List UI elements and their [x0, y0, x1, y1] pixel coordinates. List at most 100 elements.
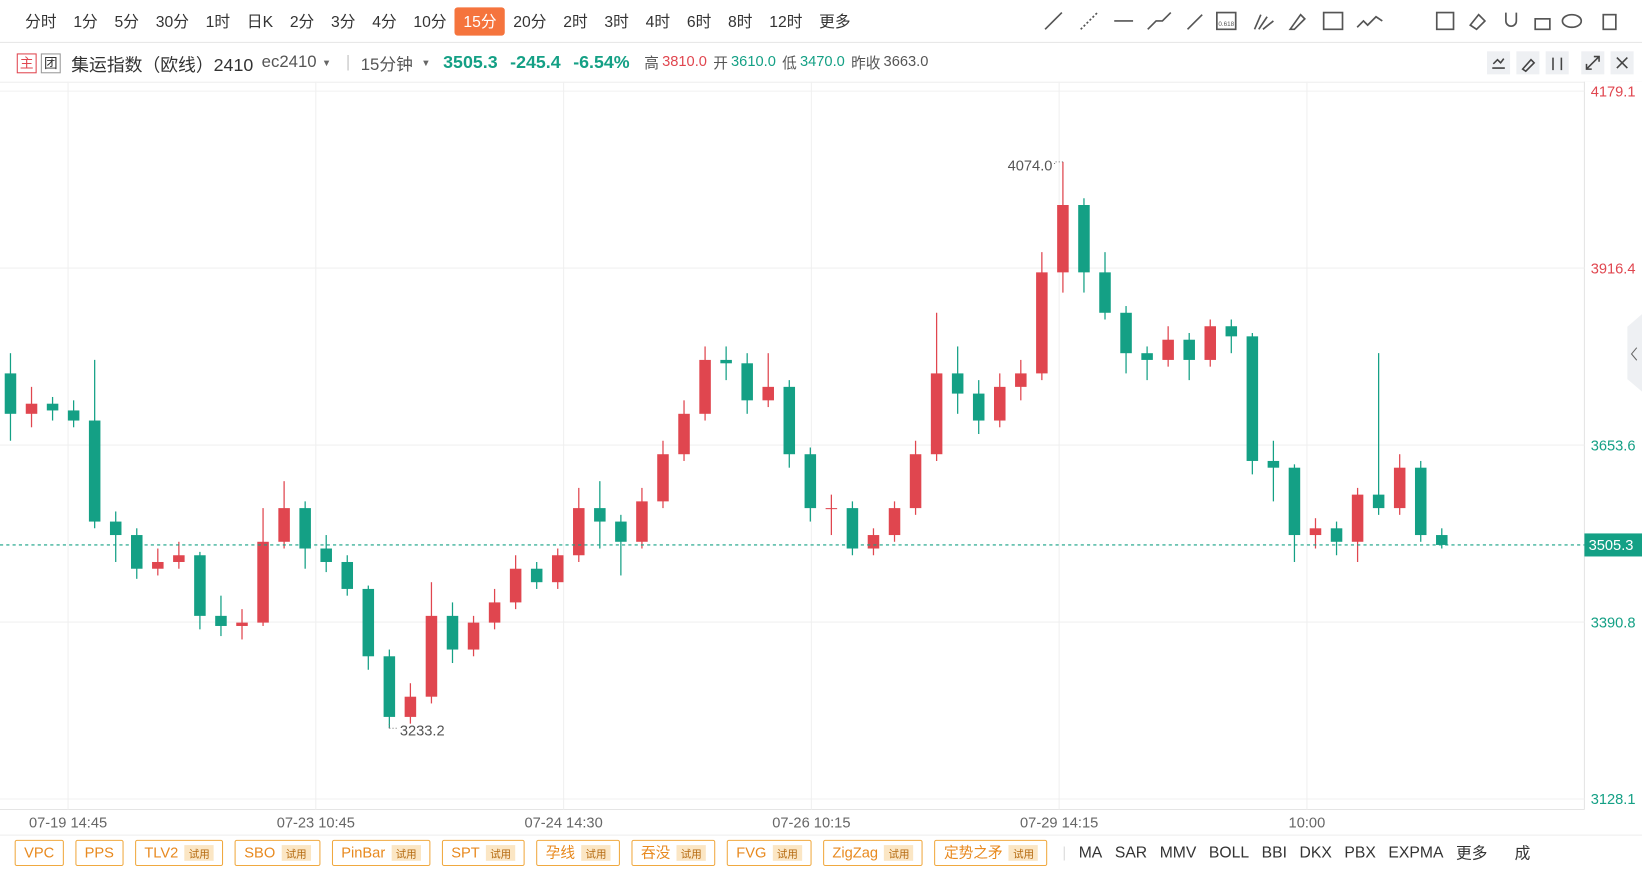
candle-body [1351, 494, 1364, 542]
interval-button[interactable]: 10分 [413, 13, 447, 31]
interval-button[interactable]: 3时 [604, 13, 629, 31]
y-tick-label: 3390.8 [1591, 615, 1636, 631]
interval-button[interactable]: 20分 [513, 13, 547, 31]
candle-body [257, 541, 269, 623]
interval-button[interactable]: 12时 [769, 13, 803, 31]
candle-body [951, 373, 964, 394]
stat-label: 开 [713, 54, 728, 72]
interval-button[interactable]: 4分 [372, 13, 397, 31]
x-tick-label: 07-29 14:15 [1020, 815, 1098, 831]
cut-text[interactable]: 成 [1514, 844, 1531, 863]
indicator-option[interactable]: MA [1078, 843, 1103, 862]
group-badge[interactable]: 团 [40, 52, 61, 73]
candle-body [804, 454, 817, 509]
interval-button[interactable]: 3分 [331, 13, 356, 31]
interval-button[interactable]: 6时 [686, 13, 712, 31]
candle-body [1372, 494, 1385, 509]
chart: 4179.1 3916.4 3653.6 3390.8 3128.1 07-19 14:4… [0, 81, 1642, 836]
indicator-button[interactable]: SBO 试用 [234, 839, 321, 866]
candle-body [215, 615, 227, 626]
candle-body [46, 403, 59, 411]
indicator-option[interactable]: EXPMA [1388, 843, 1444, 862]
indicator-option[interactable]: MMV [1159, 843, 1197, 862]
indicator-option[interactable]: DKX [1299, 843, 1332, 862]
candle-body [762, 386, 774, 401]
indicator-button[interactable]: ZigZag 试用 [822, 839, 924, 866]
interval-button[interactable]: 15分 [454, 6, 505, 36]
fib-icon-label: 0.618 [1218, 21, 1234, 28]
interval-button[interactable]: 30分 [155, 13, 189, 31]
period[interactable]: 15分钟 [360, 56, 413, 75]
candle-body [488, 602, 501, 623]
interval-button[interactable]: 5分 [114, 13, 139, 31]
interval-button[interactable]: 1分 [73, 13, 98, 31]
indicator-option[interactable]: PBX [1344, 843, 1376, 862]
candle-body [509, 568, 522, 603]
interval-button[interactable]: 4时 [645, 13, 671, 31]
candle-body [909, 454, 922, 509]
candle-body [699, 359, 711, 414]
indicator-button[interactable]: TLV2 试用 [134, 839, 224, 866]
trial-tag: 试用 [1008, 844, 1039, 861]
candle-body [1246, 336, 1259, 461]
candle-body [236, 622, 248, 626]
indicator-button[interactable]: PPS [75, 839, 124, 866]
interval-button[interactable]: 2时 [563, 13, 588, 31]
candle-body [867, 535, 880, 549]
trial-tag: 试用 [485, 844, 516, 861]
candle-body [446, 615, 459, 650]
candle-body [320, 548, 332, 562]
candle-body [341, 561, 354, 589]
stat-label: 高 [644, 54, 659, 72]
candle-body [657, 454, 669, 502]
indicator-button[interactable]: 吞没 试用 [631, 839, 716, 866]
main-badge[interactable]: 主 [16, 52, 37, 73]
candle-body [152, 561, 164, 569]
indicator-option[interactable]: SAR [1114, 843, 1148, 862]
stat-value: 3663.0 [883, 52, 929, 70]
drawing-tools: 0.618 [1044, 11, 1617, 31]
candle-body [383, 656, 396, 717]
change: -245.4 [510, 52, 561, 73]
interval-button[interactable]: 2分 [289, 13, 315, 31]
interval-button[interactable]: 1时 [205, 13, 231, 31]
interval-button[interactable]: 更多 [819, 13, 851, 31]
annotation-leader [388, 724, 398, 729]
candle-body [1288, 467, 1301, 536]
indicator-button[interactable]: FVG 试用 [726, 839, 812, 866]
trial-tag: 试用 [281, 844, 311, 861]
indicator-button[interactable]: 定势之矛 试用 [934, 839, 1048, 866]
candle-body [1015, 373, 1027, 387]
stat-value: 3470.0 [799, 52, 845, 70]
change-pct: -6.54% [573, 52, 630, 73]
more-button[interactable]: 更多 [1455, 844, 1488, 863]
interval-button[interactable]: 分时 [25, 13, 57, 31]
indicator-name: 定势之矛 [944, 844, 1003, 861]
candle-body [1183, 339, 1195, 360]
indicator-button[interactable]: 孕线 试用 [536, 839, 621, 866]
candle-body [467, 622, 480, 650]
indicator-name: FVG [736, 844, 767, 861]
candle-body [720, 359, 732, 364]
interval-button[interactable]: 8时 [728, 13, 753, 31]
trial-tag: 试用 [884, 844, 914, 861]
trial-tag: 试用 [676, 844, 706, 861]
candle-body [109, 521, 122, 536]
stat-label: 昨收 [851, 54, 881, 72]
indicator-button[interactable]: SPT 试用 [441, 839, 525, 866]
y-tick-label: 3916.4 [1591, 261, 1636, 277]
indicator-button[interactable]: VPC [14, 839, 64, 866]
indicator-option[interactable]: BOLL [1208, 843, 1250, 862]
indicator-buttons: VPC PPS TLV2 试用 SBO 试用 PinBar 试用 SPT 试用 孕线 试用 吞没 试用 FV… [3, 839, 1048, 866]
candle-body [551, 555, 564, 583]
candle-body [404, 696, 417, 717]
y-tick-label: 3653.6 [1591, 438, 1636, 454]
candle-body [1393, 467, 1406, 509]
candle-body [846, 508, 859, 549]
indicator-button[interactable]: PinBar 试用 [331, 839, 431, 866]
symbol-name: 集运指数（欧线）2410 [71, 54, 254, 75]
interval-button[interactable]: 日K [246, 13, 274, 31]
symbol-code[interactable]: ec2410 [261, 53, 317, 72]
stat-value: 3810.0 [662, 52, 707, 70]
indicator-option[interactable]: BBI [1261, 843, 1287, 862]
